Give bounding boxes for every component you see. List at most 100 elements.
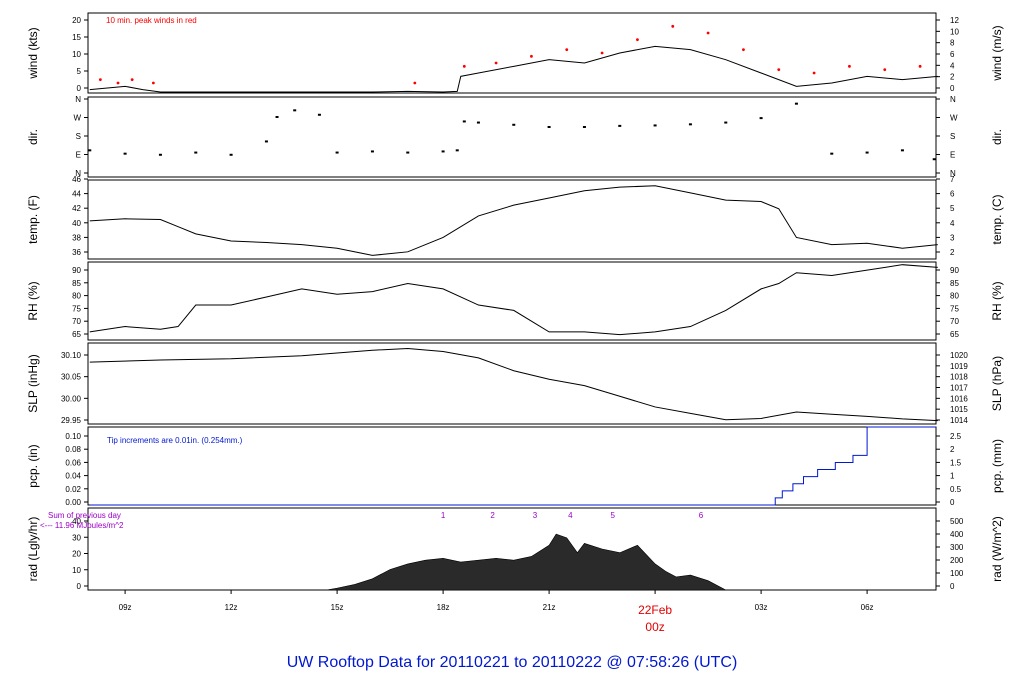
dir-point (293, 109, 297, 112)
wind-left-tick-label: 10 (72, 50, 81, 59)
rad-hour-marker: 4 (568, 511, 573, 520)
wind-peak-marker (462, 64, 466, 68)
dir-right-tick-label: N (950, 95, 956, 104)
rh-right-tick-label: 70 (950, 317, 959, 326)
pcp-right-tick-label: 2 (950, 445, 955, 454)
dir-left-tick-label: W (73, 114, 81, 123)
dir-point (830, 152, 834, 155)
dir-point (370, 150, 374, 153)
slp-left-axis-label: SLP (inHg) (26, 354, 40, 412)
x-date-label: 22Feb (638, 603, 672, 617)
wind-frame (87, 12, 937, 94)
temp-right-tick-label: 2 (950, 248, 955, 257)
pcp-right-tick-label: 0.5 (950, 485, 962, 494)
wind-left-tick-label: 15 (72, 33, 81, 42)
rad-right-tick-label: 100 (950, 569, 964, 578)
dir-left-axis-label: dir. (26, 129, 40, 145)
rh-left-tick-label: 85 (72, 279, 81, 288)
wind-series-line (89, 45, 938, 93)
wind-peak-marker (600, 51, 604, 55)
dir-left-tick-label: E (76, 151, 81, 160)
rh-left-tick-label: 65 (72, 330, 81, 339)
dir-point (794, 102, 798, 105)
dir-point (512, 123, 516, 126)
rad-hour-marker: 6 (699, 511, 704, 520)
dir-point (123, 152, 127, 155)
x-tick-label: 15z (331, 603, 344, 612)
wind-peak-marker (812, 71, 816, 75)
pcp-right-tick-label: 1.5 (950, 458, 962, 467)
x-tick-label: 18z (437, 603, 450, 612)
temp-right-tick-label: 3 (950, 233, 955, 242)
temp-left-tick-label: 42 (72, 204, 81, 213)
slp-right-axis-label: SLP (hPa) (990, 356, 1004, 411)
slp-right-tick-label: 1017 (950, 384, 968, 393)
slp-right-tick-label: 1016 (950, 394, 968, 403)
dir-point (335, 151, 339, 154)
pcp-left-axis-label: pcp. (in) (26, 444, 40, 487)
x-date-sublabel: 00z (645, 620, 664, 634)
dir-right-tick-label: N (950, 169, 956, 178)
rad-right-tick-label: 200 (950, 556, 964, 565)
rad-annotation: Sum of previous day (48, 511, 121, 520)
temp-left-tick-label: 40 (72, 219, 81, 228)
dir-left-tick-label: N (75, 95, 81, 104)
dir-point (900, 149, 904, 152)
wind-left-axis-label: wind (kts) (26, 27, 40, 79)
slp-right-tick-label: 1015 (950, 405, 968, 414)
dir-point (194, 151, 198, 154)
dir-point (462, 120, 466, 123)
temp-series-line (89, 185, 938, 256)
dir-point (582, 126, 586, 128)
pcp-left-tick-label: 0.00 (65, 498, 81, 507)
dir-point (618, 124, 622, 127)
wind-right-tick-label: 2 (950, 73, 955, 82)
pcp-right-tick-label: 1 (950, 472, 955, 481)
rad-hour-marker: 3 (533, 511, 538, 520)
rh-left-axis-label: RH (%) (26, 281, 40, 320)
wind-peak-marker (116, 81, 120, 85)
wind-peak-marker (636, 38, 639, 42)
rh-left-tick-label: 75 (72, 304, 81, 313)
temp-left-tick-label: 36 (72, 248, 81, 257)
wind-left-tick-label: 0 (77, 84, 82, 93)
wind-peak-marker (777, 68, 781, 72)
pcp-annotation: Tip increments are 0.01in. (0.254mm.) (107, 436, 243, 445)
rh-right-tick-label: 75 (950, 304, 959, 313)
dir-right-tick-label: S (950, 132, 955, 141)
wind-peak-marker (918, 64, 922, 68)
slp-right-tick-label: 1020 (950, 351, 968, 360)
rad-hour-marker: 5 (610, 511, 615, 520)
dir-point (158, 153, 162, 156)
x-tick-label: 06z (861, 603, 874, 612)
wind-peak-marker (848, 64, 851, 68)
rad-hour-marker: 1 (441, 511, 446, 520)
wind-peak-marker (706, 31, 710, 35)
pcp-series-line (89, 426, 936, 506)
wind-annotation: 10 min. peak winds in red (106, 16, 197, 25)
rh-frame (87, 261, 937, 341)
dir-point (688, 123, 692, 126)
rh-right-axis-label: RH (%) (990, 281, 1004, 320)
wind-right-tick-label: 10 (950, 27, 959, 36)
rad-left-tick-label: 10 (72, 566, 81, 575)
temp-right-axis-label: temp. (C) (990, 194, 1004, 244)
chart-title: UW Rooftop Data for 20110221 to 20110222… (287, 654, 738, 671)
rad-hour-marker: 2 (490, 511, 495, 520)
rad-right-tick-label: 0 (950, 582, 955, 591)
rad-right-axis-label: rad (W/m^2) (990, 516, 1004, 582)
pcp-right-axis-label: pcp. (mm) (990, 439, 1004, 493)
wind-left-tick-label: 20 (72, 16, 81, 25)
dir-point (317, 113, 321, 116)
wind-right-tick-label: 8 (950, 39, 955, 48)
dir-point (229, 153, 233, 156)
dir-point (865, 151, 869, 154)
dir-point (455, 149, 459, 152)
rad-left-tick-label: 20 (72, 550, 81, 559)
rad-left-tick-label: 40 (72, 517, 81, 526)
temp-right-tick-label: 4 (950, 219, 955, 228)
slp-left-tick-label: 30.05 (61, 373, 82, 382)
rh-right-tick-label: 85 (950, 279, 959, 288)
pcp-left-tick-label: 0.06 (65, 458, 81, 467)
